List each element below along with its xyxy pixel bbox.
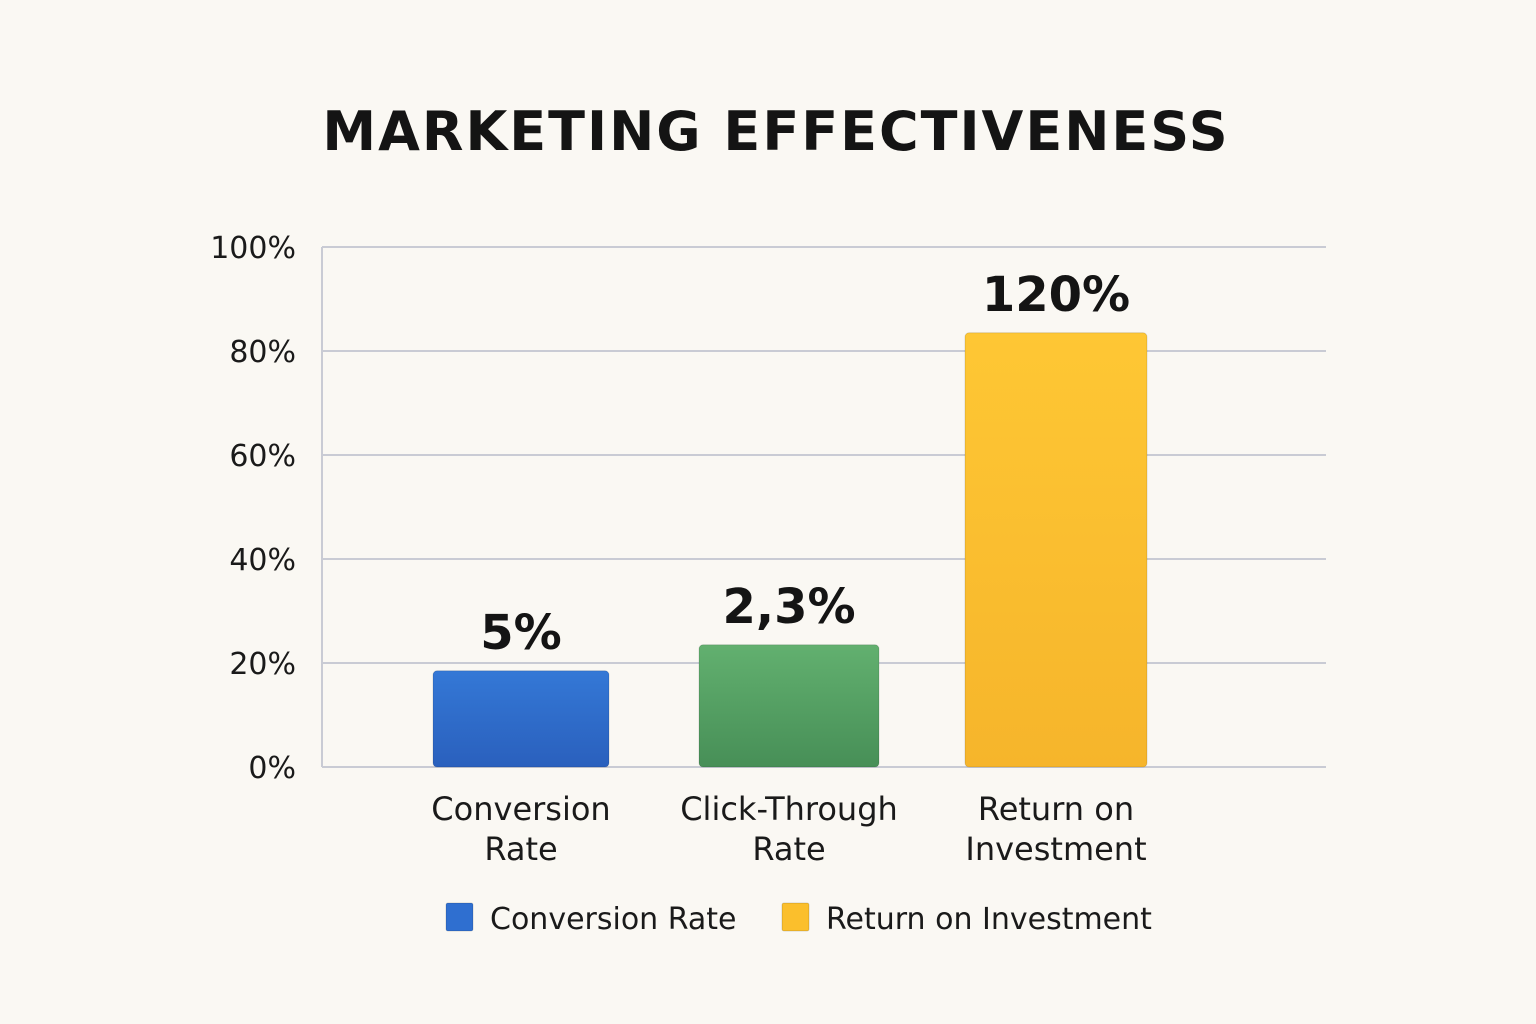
y-axis-ticks: 0% 20% 40% 60% 80% 100%: [210, 231, 296, 786]
legend-swatch: [445, 902, 474, 932]
chart-title: MARKETING EFFECTIVENESS: [322, 100, 1229, 163]
y-tick-label: 60%: [229, 439, 296, 474]
bar: [698, 644, 880, 768]
x-category-label: Conversion: [431, 790, 610, 828]
x-category-label: Return on: [978, 790, 1134, 828]
x-category-label: Rate: [752, 830, 825, 868]
y-tick-label: 0%: [248, 751, 296, 786]
y-tick-label: 40%: [229, 543, 296, 578]
y-tick-label: 100%: [210, 231, 296, 266]
legend-swatch: [781, 902, 810, 932]
legend-label: Return on Investment: [826, 902, 1152, 937]
y-tick-label: 20%: [229, 647, 296, 682]
data-labels: 5% 2,3% 120%: [480, 267, 1130, 661]
y-tick-label: 80%: [229, 335, 296, 370]
x-category-label: Investment: [965, 830, 1146, 868]
bars: [432, 332, 1148, 768]
bar: [964, 332, 1148, 768]
x-category-label: Rate: [484, 830, 557, 868]
x-category-label: Click-Through: [680, 790, 898, 828]
bar-value-label: 2,3%: [722, 579, 855, 635]
bar: [432, 670, 610, 768]
bar-value-label: 120%: [982, 267, 1130, 323]
bar-value-label: 5%: [480, 605, 562, 661]
legend-label: Conversion Rate: [490, 902, 737, 937]
legend: Conversion Rate Return on Investment: [445, 902, 1152, 937]
